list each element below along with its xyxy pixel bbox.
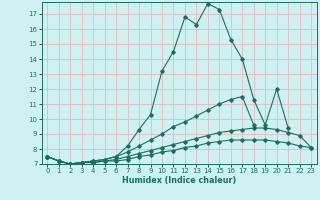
X-axis label: Humidex (Indice chaleur): Humidex (Indice chaleur): [122, 176, 236, 185]
